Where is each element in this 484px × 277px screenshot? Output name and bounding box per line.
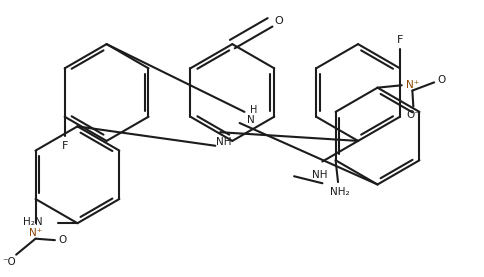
Text: H: H [250,106,258,116]
Text: NH: NH [312,170,328,180]
Text: N⁺: N⁺ [29,228,42,238]
Text: ⁻O: ⁻O [2,257,16,267]
Text: O⁻: O⁻ [407,110,420,120]
Text: F: F [61,141,68,151]
Text: N: N [247,115,255,125]
Text: O: O [58,235,66,245]
Text: F: F [397,35,403,45]
Text: NH: NH [216,137,231,147]
Text: N⁺: N⁺ [406,80,419,90]
Text: H₂N: H₂N [23,217,43,227]
Text: NH₂: NH₂ [330,187,349,197]
Text: O: O [274,16,283,26]
Text: O: O [437,75,446,85]
